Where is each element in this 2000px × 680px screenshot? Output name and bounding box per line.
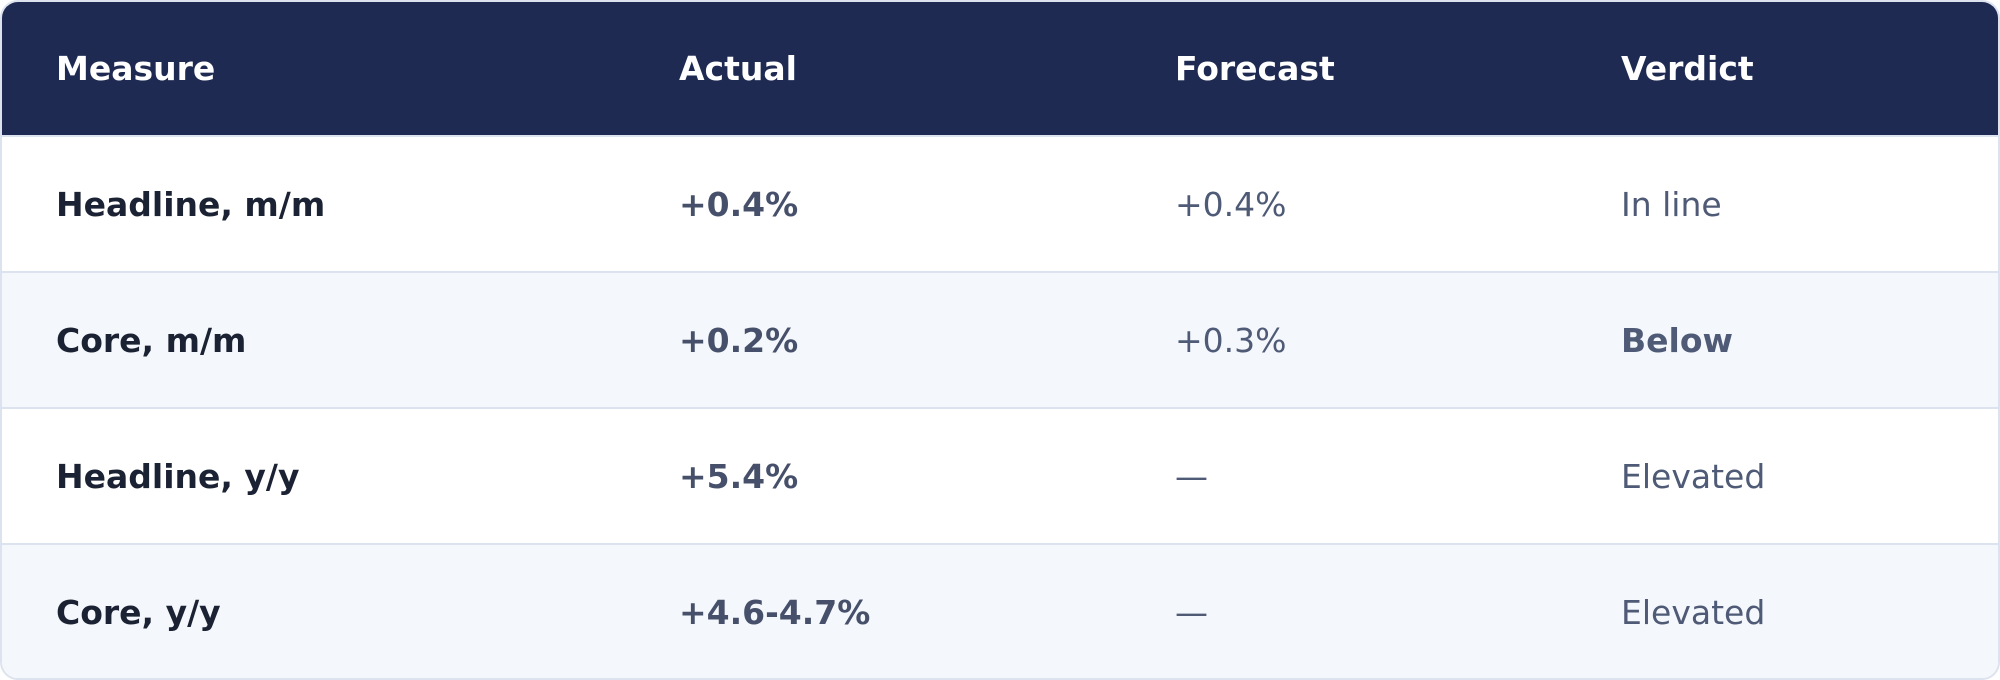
- table-cell: In line: [1621, 184, 1722, 224]
- table-body: Headline, m/m +0.4% +0.4% In line Core, m/m +…: [2, 136, 1998, 678]
- table-cell: Headline, y/y: [56, 456, 300, 496]
- header-cell: Actual: [679, 49, 797, 88]
- table-cell: —: [1175, 593, 1208, 632]
- table-cell: Core, m/m: [56, 320, 247, 360]
- table-row: Core, y/y +4.6-4.7% — Elevated: [2, 544, 1998, 678]
- header-cell: Verdict: [1621, 49, 1754, 88]
- table-cell: Elevated: [1621, 593, 1766, 632]
- table-row: Headline, m/m +0.4% +0.4% In line: [2, 136, 1998, 272]
- table-cell: Elevated: [1621, 456, 1766, 496]
- header-cell: Measure: [56, 49, 216, 88]
- table-cell: Headline, m/m: [56, 184, 326, 224]
- table-header: Measure Actual Forecast Verdict: [2, 2, 1998, 136]
- table-cell: +0.4%: [679, 184, 799, 224]
- table-cell: +0.2%: [679, 320, 799, 360]
- table-cell: Core, y/y: [56, 593, 221, 632]
- table-cell: +5.4%: [679, 456, 799, 496]
- table-cell: +0.3%: [1175, 320, 1287, 360]
- table-cell: +0.4%: [1175, 184, 1287, 224]
- table-cell: +4.6-4.7%: [679, 593, 871, 632]
- header-cell: Forecast: [1175, 49, 1335, 88]
- table-row: Core, m/m +0.2% +0.3% Below: [2, 272, 1998, 408]
- table-row: Headline, y/y +5.4% — Elevated: [2, 408, 1998, 544]
- table-cell: —: [1175, 456, 1208, 496]
- header-row: Measure Actual Forecast Verdict: [2, 2, 1998, 136]
- table-cell: Below: [1621, 320, 1734, 360]
